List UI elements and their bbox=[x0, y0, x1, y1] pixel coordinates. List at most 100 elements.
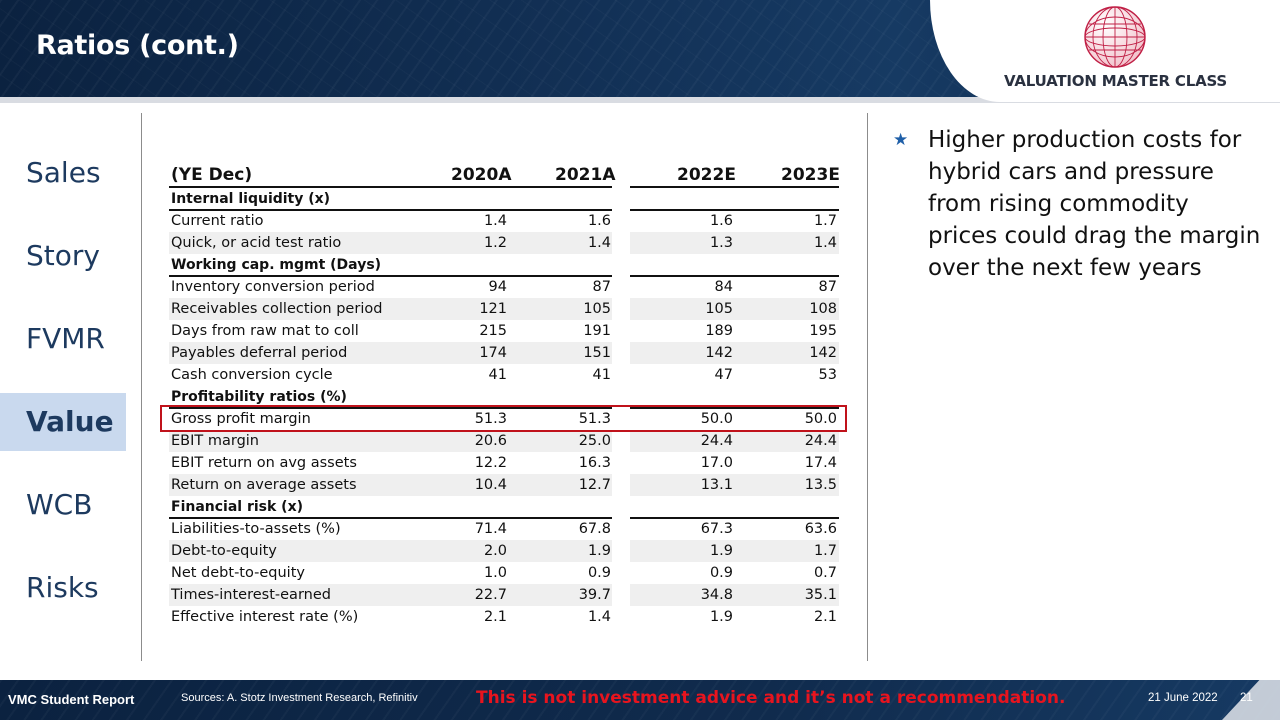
row-value: 1.4 bbox=[587, 235, 611, 251]
row-label: EBIT return on avg assets bbox=[171, 455, 357, 471]
column-header: 2021A bbox=[555, 165, 616, 185]
row-value: 34.8 bbox=[700, 587, 733, 603]
row-label: Cash conversion cycle bbox=[171, 367, 333, 383]
table-row: Days from raw mat to coll 215 191 189 195 bbox=[169, 320, 839, 342]
row-value: 50.0 bbox=[700, 411, 733, 427]
row-label: Quick, or acid test ratio bbox=[171, 235, 342, 251]
row-shading bbox=[630, 232, 839, 254]
column-header: 2020A bbox=[451, 165, 512, 185]
nav-item-story[interactable]: Story bbox=[26, 239, 100, 272]
table-rule bbox=[169, 186, 612, 188]
row-value: 25.0 bbox=[578, 433, 611, 449]
nav-item-sales[interactable]: Sales bbox=[26, 156, 101, 189]
table-row: Current ratio 1.4 1.6 1.6 1.7 bbox=[169, 210, 839, 232]
row-shading bbox=[169, 232, 612, 254]
row-value: 1.6 bbox=[709, 213, 733, 229]
row-value: 174 bbox=[479, 345, 507, 361]
header-rule bbox=[0, 97, 1280, 103]
table-row: EBIT return on avg assets 12.2 16.3 17.0 17.… bbox=[169, 452, 839, 474]
table-rule bbox=[169, 275, 612, 277]
row-value: 1.9 bbox=[587, 543, 611, 559]
row-value: 24.4 bbox=[804, 433, 837, 449]
table-rule bbox=[630, 209, 839, 211]
row-label: Inventory conversion period bbox=[171, 279, 375, 295]
row-value: 20.6 bbox=[474, 433, 507, 449]
table-row: Times-interest-earned 22.7 39.7 34.8 35.1 bbox=[169, 584, 839, 606]
row-value: 121 bbox=[479, 301, 507, 317]
nav-item-risks[interactable]: Risks bbox=[26, 571, 99, 604]
table-row: Net debt-to-equity 1.0 0.9 0.9 0.7 bbox=[169, 562, 839, 584]
row-value: 195 bbox=[809, 323, 837, 339]
table-rule bbox=[630, 186, 839, 188]
disclaimer-text: This is not investment advice and it’s n… bbox=[476, 688, 1066, 708]
row-value: 142 bbox=[705, 345, 733, 361]
row-value: 17.0 bbox=[700, 455, 733, 471]
row-value: 16.3 bbox=[578, 455, 611, 471]
table-rule bbox=[169, 209, 612, 211]
table-section-row: Working cap. mgmt (Days) bbox=[169, 254, 839, 276]
nav-item-fvmr[interactable]: FVMR bbox=[26, 322, 105, 355]
nav-item-wcb[interactable]: WCB bbox=[26, 488, 93, 521]
table-header-row: (YE Dec) 2020A 2021A 2022E 2023E bbox=[169, 162, 840, 188]
row-value: 12.2 bbox=[474, 455, 507, 471]
row-value: 12.7 bbox=[578, 477, 611, 493]
row-value: 47 bbox=[714, 367, 733, 383]
row-value: 84 bbox=[714, 279, 733, 295]
row-shading bbox=[630, 298, 839, 320]
row-value: 67.8 bbox=[578, 521, 611, 537]
footer-corner-accent bbox=[1222, 680, 1280, 720]
row-value: 17.4 bbox=[804, 455, 837, 471]
row-label: Gross profit margin bbox=[171, 411, 311, 427]
row-shading bbox=[630, 584, 839, 606]
row-value: 39.7 bbox=[578, 587, 611, 603]
row-value: 22.7 bbox=[474, 587, 507, 603]
page-title: Ratios (cont.) bbox=[36, 30, 239, 61]
table-row: Return on average assets 10.4 12.7 13.1 13.5 bbox=[169, 474, 839, 496]
table-row: Debt-to-equity 2.0 1.9 1.9 1.7 bbox=[169, 540, 839, 562]
row-value: 50.0 bbox=[804, 411, 837, 427]
row-label: Current ratio bbox=[171, 213, 264, 229]
sources-text: Sources: A. Stotz Investment Research, R… bbox=[181, 692, 418, 704]
table-rule bbox=[630, 407, 839, 409]
row-shading bbox=[630, 474, 839, 496]
row-shading bbox=[169, 298, 612, 320]
row-label: Times-interest-earned bbox=[171, 587, 331, 603]
row-shading bbox=[630, 430, 839, 452]
row-value: 41 bbox=[488, 367, 507, 383]
row-value: 2.1 bbox=[483, 609, 507, 625]
divider-right bbox=[867, 113, 868, 661]
row-value: 2.1 bbox=[813, 609, 837, 625]
row-value: 151 bbox=[583, 345, 611, 361]
row-value: 142 bbox=[809, 345, 837, 361]
row-shading bbox=[630, 540, 839, 562]
row-label: Receivables collection period bbox=[171, 301, 383, 317]
row-label: Liabilities-to-assets (%) bbox=[171, 521, 341, 537]
footer-bar: VMC Student Report Sources: A. Stotz Inv… bbox=[0, 680, 1280, 720]
row-value: 108 bbox=[809, 301, 837, 317]
row-value: 24.4 bbox=[700, 433, 733, 449]
row-value: 1.9 bbox=[709, 609, 733, 625]
table-row: Payables deferral period 174 151 142 142 bbox=[169, 342, 839, 364]
star-icon: ★ bbox=[893, 130, 909, 149]
table-row: EBIT margin 20.6 25.0 24.4 24.4 bbox=[169, 430, 839, 452]
column-header: 2023E bbox=[781, 165, 840, 185]
row-value: 215 bbox=[479, 323, 507, 339]
nav-item-value[interactable]: Value bbox=[0, 393, 126, 451]
table-row: Cash conversion cycle 41 41 47 53 bbox=[169, 364, 839, 386]
section-label: Profitability ratios (%) bbox=[171, 389, 347, 405]
section-label: Internal liquidity (x) bbox=[171, 191, 331, 207]
row-value: 13.1 bbox=[700, 477, 733, 493]
row-value: 53 bbox=[818, 367, 837, 383]
row-value: 1.4 bbox=[587, 609, 611, 625]
row-shading bbox=[169, 540, 612, 562]
row-value: 13.5 bbox=[804, 477, 837, 493]
page-number: 21 bbox=[1240, 692, 1253, 704]
row-value: 1.9 bbox=[709, 543, 733, 559]
row-value: 67.3 bbox=[700, 521, 733, 537]
brand-name: VALUATION MASTER CLASS bbox=[1004, 72, 1228, 90]
row-shading bbox=[169, 342, 612, 364]
table-row: Liabilities-to-assets (%) 71.4 67.8 67.3 63.… bbox=[169, 518, 839, 540]
table-row: Effective interest rate (%) 2.1 1.4 1.9 2.1 bbox=[169, 606, 839, 628]
divider-left bbox=[141, 113, 142, 661]
row-value: 105 bbox=[583, 301, 611, 317]
